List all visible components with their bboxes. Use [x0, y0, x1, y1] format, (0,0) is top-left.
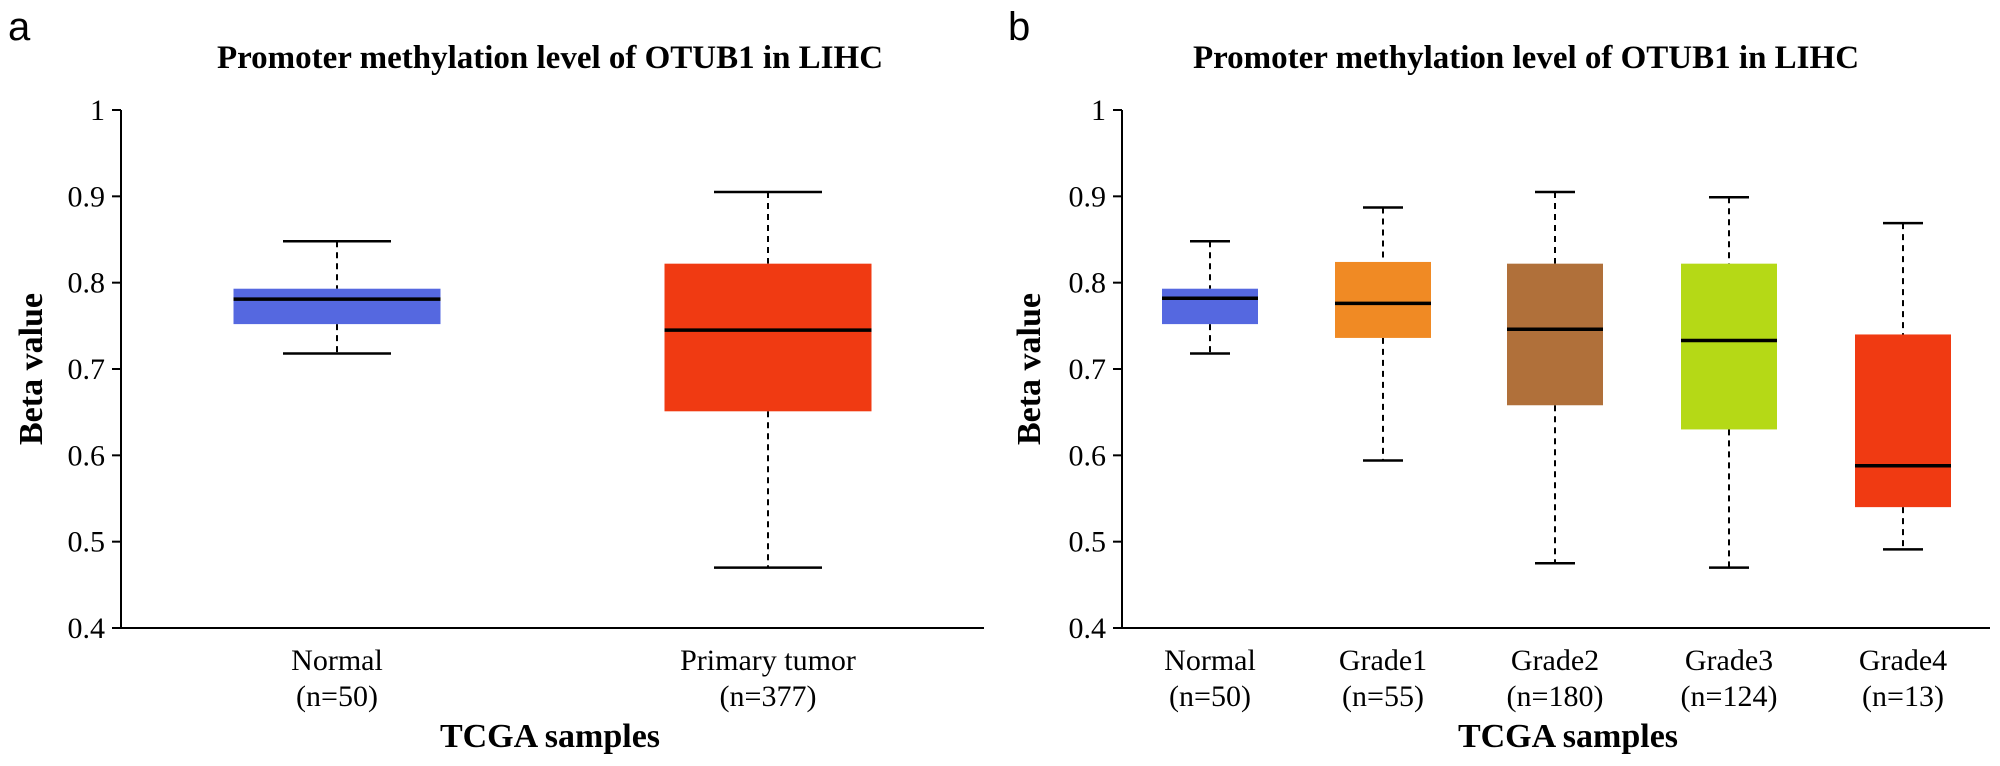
iqr-box	[1162, 288, 1258, 325]
iqr-box	[1507, 263, 1603, 406]
panel-label: a	[8, 5, 31, 49]
y-tick-label: 0.4	[1069, 612, 1107, 645]
category-count-label: (n=124)	[1681, 680, 1778, 713]
y-tick-label: 1	[90, 94, 105, 127]
iqr-box	[1681, 263, 1777, 430]
iqr-box	[664, 263, 872, 412]
y-tick-label: 0.6	[1069, 439, 1107, 472]
box-primary-tumor	[664, 190, 872, 569]
y-tick-label: 0.5	[1069, 526, 1107, 559]
category-count-label: (n=180)	[1507, 680, 1604, 713]
box-grade1	[1335, 206, 1431, 462]
y-tick-label: 0.4	[68, 612, 106, 645]
category-count-label: (n=377)	[720, 680, 817, 713]
category-count-label: (n=55)	[1342, 680, 1424, 713]
chart-title: Promoter methylation level of OTUB1 in L…	[1193, 40, 1859, 76]
category-label: Grade4	[1859, 644, 1947, 677]
y-tick-label: 0.8	[1069, 267, 1107, 300]
iqr-box	[1335, 261, 1431, 338]
panel-label: b	[1008, 5, 1030, 49]
y-axis-label: Beta value	[13, 293, 50, 445]
panel-b: b Promoter methylation level of OTUB1 in …	[1008, 5, 1990, 755]
box-normal	[1162, 239, 1258, 355]
y-tick-label: 0.7	[68, 353, 106, 386]
y-tick-label: 0.5	[68, 526, 106, 559]
box-grade4	[1855, 221, 1951, 551]
y-tick-label: 0.7	[1069, 353, 1107, 386]
y-tick-label: 0.9	[68, 180, 106, 213]
category-count-label: (n=50)	[1169, 680, 1251, 713]
iqr-box	[233, 288, 441, 325]
category-label: Normal	[291, 644, 383, 677]
chart-title: Promoter methylation level of OTUB1 in L…	[217, 40, 883, 76]
y-tick-label: 0.8	[68, 267, 106, 300]
x-axis-label: TCGA samples	[440, 718, 660, 755]
iqr-box	[1855, 334, 1951, 508]
box-grade2	[1507, 190, 1603, 565]
category-count-label: (n=13)	[1862, 680, 1944, 713]
box-normal	[233, 239, 441, 355]
x-axis-label: TCGA samples	[1458, 718, 1678, 755]
panel-a: a Promoter methylation level of OTUB1 in …	[8, 5, 984, 755]
category-label: Grade1	[1339, 644, 1427, 677]
y-tick-label: 0.9	[1069, 180, 1107, 213]
category-count-label: (n=50)	[296, 680, 378, 713]
category-label: Grade3	[1685, 644, 1773, 677]
category-label: Primary tumor	[680, 644, 856, 677]
box-grade3	[1681, 195, 1777, 569]
category-label: Grade2	[1511, 644, 1599, 677]
y-tick-label: 1	[1091, 94, 1106, 127]
y-tick-label: 0.6	[68, 439, 106, 472]
category-label: Normal	[1164, 644, 1256, 677]
y-axis-label: Beta value	[1011, 293, 1048, 445]
